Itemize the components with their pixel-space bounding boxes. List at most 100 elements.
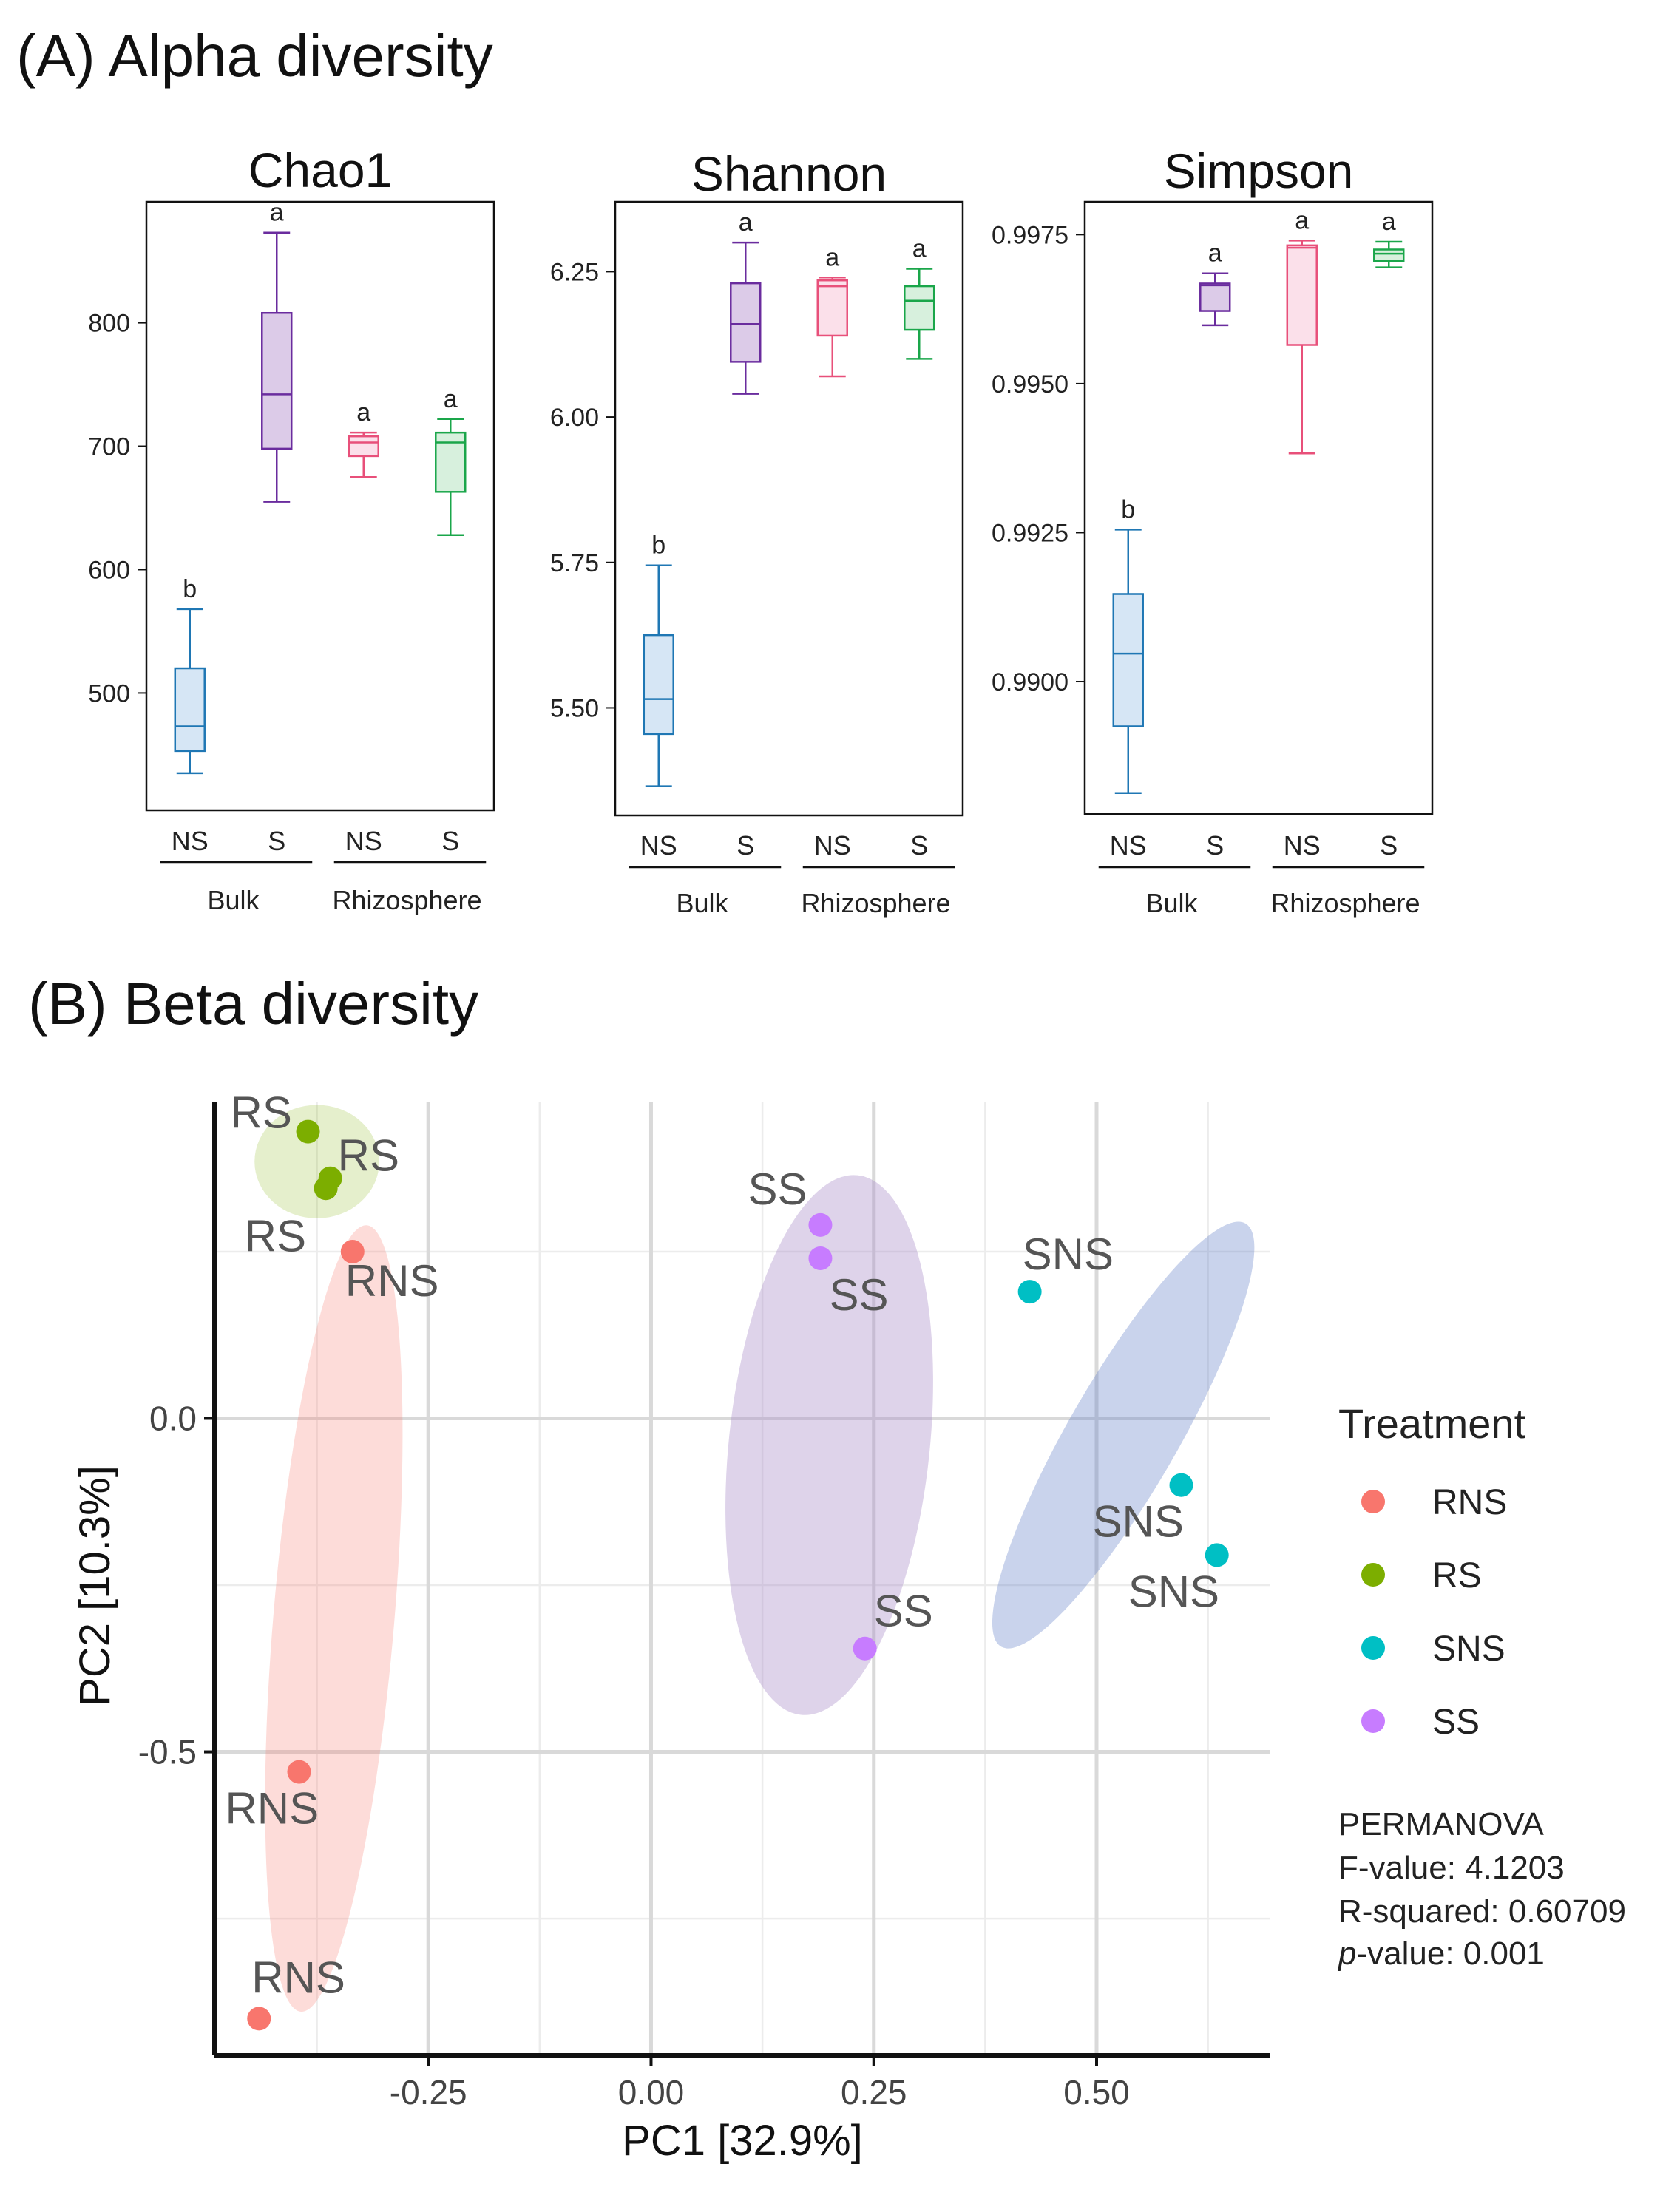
point-ss (808, 1212, 833, 1237)
legend-swatch-rns (1361, 1490, 1385, 1513)
confidence-ellipse-sns (992, 1221, 1255, 1649)
significance-letter: a (1295, 206, 1309, 234)
section-b-title: (B) Beta diversity (28, 971, 478, 1037)
point-sns (1017, 1280, 1042, 1304)
y-tick-label: 600 (88, 556, 130, 584)
x-tick-label: 0.25 (841, 2073, 907, 2111)
y-tick-label: 0.9975 (992, 221, 1068, 249)
y-tick-label: 700 (88, 433, 130, 461)
group-label: Rhizosphere (332, 885, 481, 915)
y-tick-label: 0.9900 (992, 668, 1068, 696)
point-label: SS (829, 1270, 888, 1320)
significance-letter: a (1382, 208, 1396, 236)
permanova-box: PERMANOVA F-value: 4.1203 R-squared: 0.6… (1337, 1806, 1626, 1972)
point-rns (340, 1239, 365, 1263)
group-label: Rhizosphere (1270, 888, 1420, 918)
y-tick-label: -0.5 (138, 1733, 197, 1771)
legend-label: SS (1432, 1703, 1480, 1742)
x-category-label: S (441, 826, 459, 856)
point-label: SNS (1023, 1229, 1114, 1279)
legend: Treatment RNS RS SNS SS (1338, 1400, 1526, 1742)
point-sns (1205, 1543, 1229, 1567)
legend-label: RNS (1432, 1483, 1507, 1522)
point-rns (287, 1760, 311, 1784)
x-tick-label: 0.50 (1063, 2073, 1130, 2111)
point-label: RS (231, 1088, 292, 1138)
box-0: b (643, 532, 674, 787)
box-3: a (1373, 208, 1405, 268)
permanova-p-rest: -value: 0.001 (1356, 1936, 1544, 1972)
y-tick-label: 800 (88, 310, 130, 338)
box-iqr (1112, 593, 1144, 727)
significance-letter: a (356, 398, 370, 427)
y-tick-label: 6.00 (550, 404, 599, 432)
significance-letter: b (183, 575, 197, 603)
point-rs (296, 1119, 320, 1144)
y-axis-title: PC2 [10.3%] (71, 1465, 119, 1706)
box-iqr (261, 311, 293, 450)
significance-letter: a (270, 199, 284, 227)
significance-letter: b (1121, 495, 1135, 523)
box-iqr (643, 634, 674, 736)
group-label: Rhizosphere (801, 888, 950, 918)
point-label: RS (338, 1131, 399, 1181)
box-3: a (904, 234, 935, 360)
y-tick-label: 0.9950 (992, 370, 1068, 398)
box-iqr (904, 285, 935, 331)
panel-title: Chao1 (248, 143, 393, 197)
panel-title: Shannon (691, 146, 887, 201)
box-0: b (174, 575, 206, 775)
box-3: a (435, 385, 467, 536)
box-1: a (730, 208, 762, 395)
point-rs (314, 1176, 338, 1201)
legend-swatch-ss (1361, 1709, 1385, 1733)
box-iqr (348, 435, 379, 458)
point-rns (247, 2007, 271, 2031)
point-label: RS (245, 1211, 306, 1261)
y-tick-label: 5.50 (550, 694, 599, 722)
box-iqr (816, 279, 848, 337)
section-a-title: (A) Alpha diversity (16, 23, 493, 89)
box-iqr (435, 431, 467, 493)
point-label: SS (874, 1587, 933, 1636)
point-label: SS (748, 1164, 807, 1214)
point-ss (853, 1636, 877, 1661)
panel-title: Simpson (1164, 143, 1354, 198)
significance-letter: a (739, 208, 753, 237)
group-label: Bulk (676, 888, 728, 918)
legend-label: RS (1432, 1556, 1482, 1595)
y-tick-label: 0.0 (149, 1399, 197, 1437)
x-category-label: NS (640, 830, 677, 861)
box-panel-chao1: Chao1 500 600 700 800 b a a a NS S NS S Bulk Rhizosphe… (88, 143, 495, 915)
y-tick-label: 0.9925 (992, 519, 1068, 547)
x-tick-label: -0.25 (390, 2073, 467, 2111)
x-category-label: NS (1110, 830, 1147, 861)
box-1: a (261, 199, 293, 503)
point-label: RNS (251, 1953, 345, 2002)
x-category-label: S (268, 826, 285, 856)
permanova-r-squared: R-squared: 0.60709 (1338, 1893, 1626, 1930)
box-1: a (1199, 240, 1231, 327)
legend-title: Treatment (1338, 1400, 1526, 1447)
significance-letter: a (444, 385, 458, 413)
significance-letter: a (825, 243, 839, 271)
point-label: SNS (1128, 1567, 1219, 1616)
confidence-ellipse-ss (725, 1175, 933, 1715)
x-category-label: S (1380, 830, 1398, 861)
box-iqr (174, 667, 206, 753)
alpha-diversity-panels: Chao1 500 600 700 800 b a a a NS S NS S Bulk Rhizosphe… (88, 143, 1434, 918)
legend-swatch-sns (1361, 1636, 1385, 1660)
significance-letter: a (912, 234, 927, 262)
box-2: a (816, 243, 848, 378)
box-panel-shannon: Shannon 5.50 5.75 6.00 6.25 b a a a NS S NS S Bulk Rhi… (550, 146, 964, 918)
x-category-label: NS (345, 826, 382, 856)
legend-label: SNS (1432, 1629, 1505, 1669)
group-label: Bulk (1145, 888, 1198, 918)
legend-items: RNS RS SNS SS (1361, 1483, 1507, 1742)
point-ss (808, 1246, 833, 1270)
significance-letter: a (1208, 240, 1222, 268)
y-tick-label: 6.25 (550, 258, 599, 286)
y-tick-label: 5.75 (550, 549, 599, 577)
beta-diversity-pcoa: RNS RNS RNS RS RS RS SNS SNS SNS SS SS SS -0.25 0.00 0… (71, 1088, 1270, 2165)
